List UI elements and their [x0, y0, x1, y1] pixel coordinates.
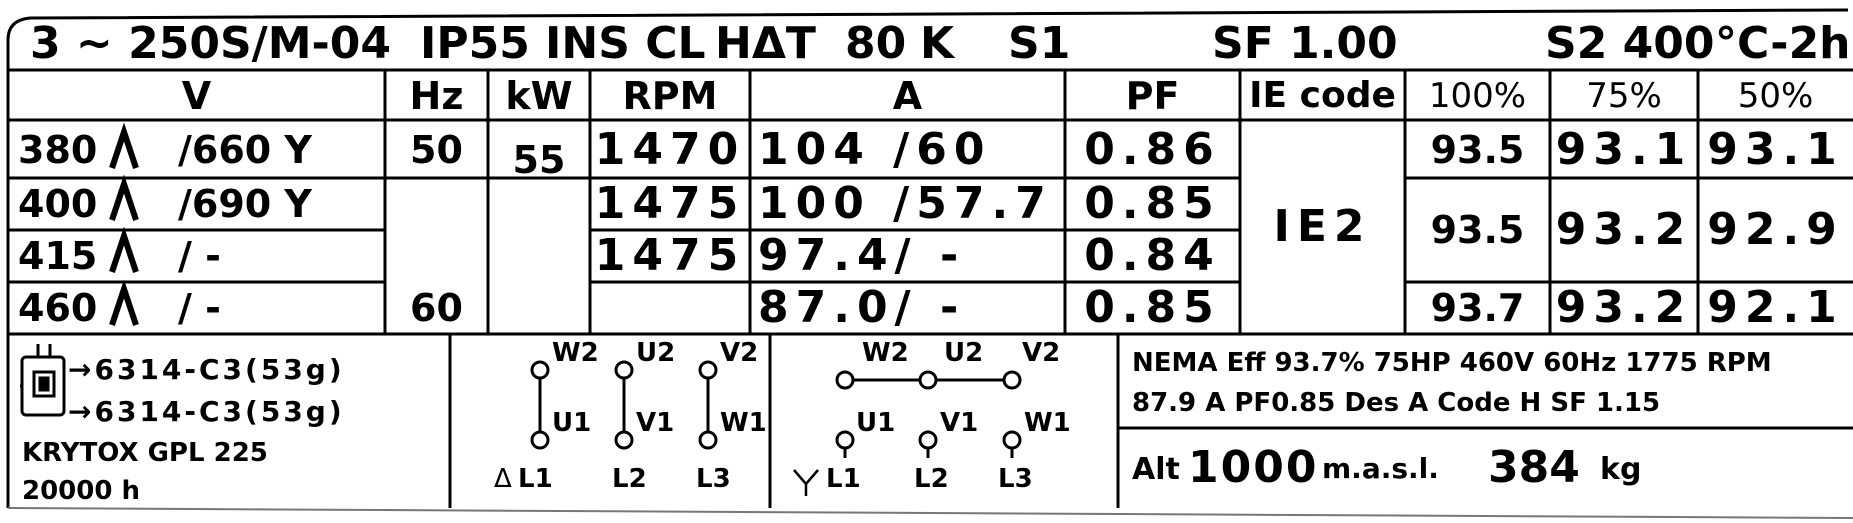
star-l2-label: L2: [914, 464, 949, 494]
row4-eff-100: 93.7: [1430, 286, 1525, 330]
row4-current: 87.0/ -: [758, 282, 966, 333]
star-u2-label: U2: [944, 338, 984, 368]
delta-v2-label: V2: [720, 338, 759, 368]
wye-symbol-icon: [793, 469, 819, 496]
col-header-ie-code: IE code: [1249, 75, 1396, 116]
row3-pf: 0.84: [1084, 230, 1221, 281]
delta-symbol: Δ: [494, 464, 512, 494]
service-factor: SF 1.00: [1212, 18, 1398, 69]
delta-u1-label: U1: [552, 408, 592, 438]
s2-unit: °C-2h: [1715, 18, 1851, 69]
altitude-value: 1000: [1188, 442, 1319, 493]
row1-voltage: 380: [18, 128, 98, 172]
col-header-eff-75: 75%: [1586, 76, 1662, 116]
grease-interval: 20000 h: [22, 476, 141, 506]
row3-current: 97.4/ -: [758, 230, 966, 281]
motor-bearing-icon: [20, 344, 66, 417]
col-header-power: kW: [505, 74, 573, 118]
temperature-rise-unit: K: [920, 18, 955, 69]
grease-type: KRYTOX GPL 225: [22, 438, 268, 468]
col-header-rpm: RPM: [622, 74, 718, 118]
outer-bottom-border: [7, 507, 1853, 519]
delta-l3-label: L3: [696, 464, 731, 494]
star-l3-label: L3: [998, 464, 1033, 494]
row1-pf: 0.86: [1084, 124, 1221, 175]
row1-eff-50: 93.1: [1707, 124, 1844, 175]
star-symbol-text: Y: [1080, 486, 1081, 487]
nema-line-1: NEMA Eff 93.7% 75HP 460V 60Hz 1775 RPM: [1132, 348, 1772, 378]
row3-rpm: 1475: [594, 230, 746, 281]
col-header-frequency: Hz: [409, 74, 464, 118]
temperature-rise-label: HΔT: [715, 18, 816, 69]
col-header-eff-50: 50%: [1737, 76, 1814, 116]
nema-line-2: 87.9 A PF0.85 Des A Code H SF 1.15: [1132, 388, 1661, 418]
row2-voltage-star: /690 Y: [178, 182, 312, 226]
star-v2-label: V2: [1022, 338, 1061, 368]
star-u1-label: U1: [856, 408, 896, 438]
insulation-class-label: INS CL: [545, 18, 706, 69]
row2-pf: 0.85: [1084, 178, 1221, 229]
delta-glyph-row3: [109, 226, 139, 273]
row3-voltage-star: / -: [178, 234, 221, 278]
row1-frequency: 50: [410, 128, 463, 172]
row2-rpm: 1475: [594, 178, 746, 229]
delta-v1-label: V1: [636, 408, 675, 438]
delta-l2-label: L2: [612, 464, 647, 494]
row4-voltage-star: / -: [178, 286, 221, 330]
outer-top-border: [6, 8, 1849, 70]
bearing-nde: →6314-C3(53g): [68, 395, 345, 428]
col-header-eff-100: 100%: [1428, 76, 1527, 116]
row4-pf: 0.85: [1084, 282, 1221, 333]
bearing-de: →6314-C3(53g): [68, 353, 345, 386]
duty-type: S1: [1008, 18, 1071, 69]
eff-50-mid: 92.9: [1707, 204, 1844, 255]
model-code: 3 ~ 250S/M-04: [30, 18, 392, 69]
row1-current: 104 /60: [758, 124, 992, 175]
row1-rpm: 1470: [594, 124, 746, 175]
delta-w2-label: W2: [552, 338, 599, 368]
power-value: 55: [512, 138, 566, 182]
altitude-unit: m.a.s.l.: [1322, 452, 1439, 485]
delta-l1-label: L1: [518, 464, 553, 494]
delta-glyph-row2: [109, 174, 139, 221]
delta-glyph-row1: [109, 122, 139, 169]
row3-voltage: 415: [18, 234, 98, 278]
delta-w1-label: W1: [720, 408, 767, 438]
weight-unit: kg: [1600, 452, 1642, 487]
ip-rating: IP55: [420, 18, 530, 69]
star-v1-label: V1: [940, 408, 979, 438]
row4-frequency: 60: [410, 286, 463, 330]
star-l1-label: L1: [826, 464, 861, 494]
ie-code-value: IE2: [1273, 201, 1372, 252]
altitude-label: Alt: [1132, 452, 1180, 487]
eff-75-mid: 93.2: [1555, 204, 1693, 255]
row4-eff-75: 93.2: [1555, 282, 1693, 333]
row1-eff-100: 93.5: [1430, 128, 1525, 172]
row4-voltage: 460: [18, 286, 98, 330]
row2-voltage: 400: [18, 182, 98, 226]
col-header-current: A: [892, 74, 923, 118]
star-w2-label: W2: [862, 338, 909, 368]
row1-voltage-star: /660 Y: [178, 128, 312, 172]
delta-glyph-row4: [109, 279, 139, 326]
row4-eff-50: 92.1: [1707, 282, 1844, 333]
eff-100-mid: 93.5: [1430, 208, 1525, 252]
star-connection-diagram: [835, 370, 1022, 458]
temperature-rise-value: 80: [845, 18, 907, 69]
row1-eff-75: 93.1: [1555, 124, 1693, 175]
delta-connection-glyphs: [109, 122, 139, 326]
col-header-pf: PF: [1125, 74, 1180, 118]
s2-duty: S2 400: [1545, 18, 1715, 69]
weight-value: 384: [1488, 442, 1580, 493]
delta-u2-label: U2: [636, 338, 676, 368]
row2-current: 100 /57.7: [758, 178, 1053, 229]
delta-connection-diagram: [530, 360, 718, 450]
col-header-voltage: V: [181, 74, 212, 118]
star-w1-label: W1: [1024, 408, 1071, 438]
